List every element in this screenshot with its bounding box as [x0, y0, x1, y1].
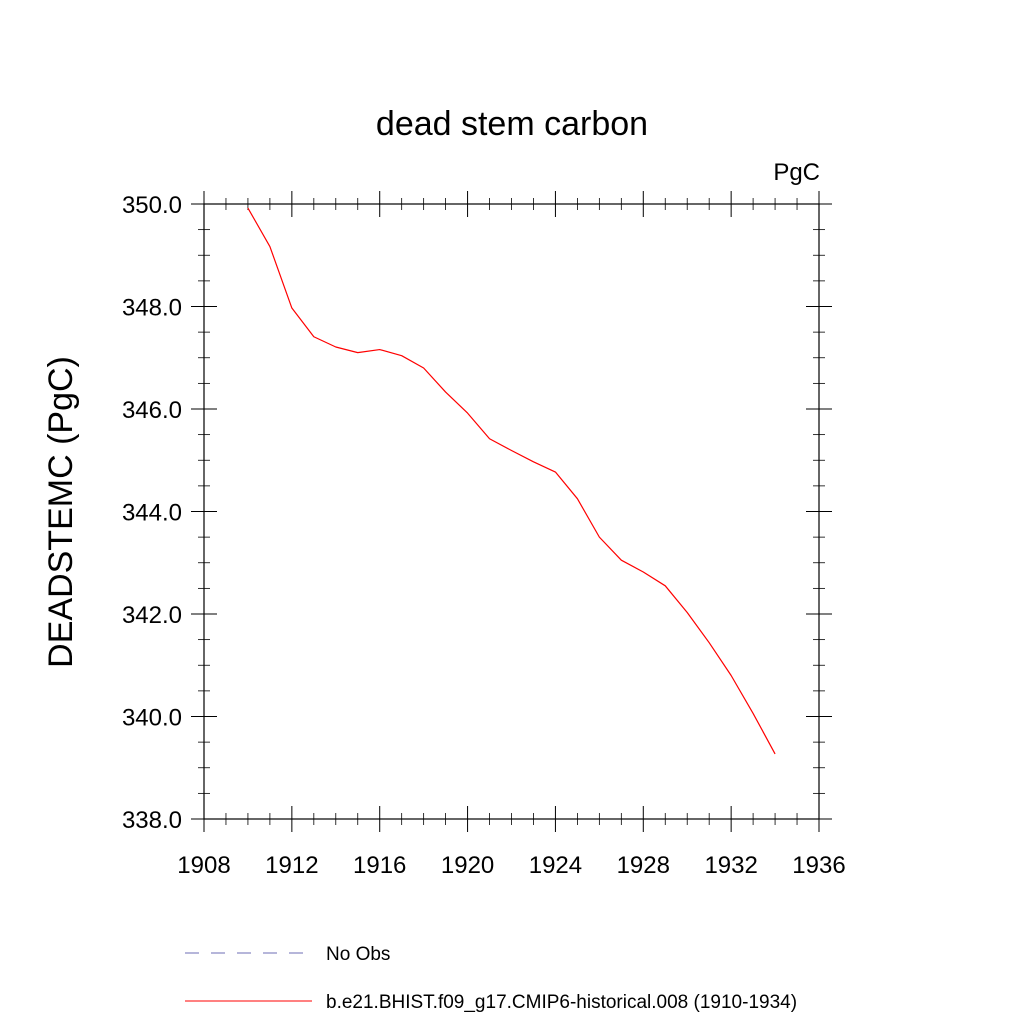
x-tick-label: 1924 — [529, 852, 582, 879]
x-tick-label: 1936 — [792, 852, 845, 879]
x-tick-label: 1916 — [353, 852, 406, 879]
y-tick-label: 342.0 — [122, 602, 182, 629]
x-tick-label: 1928 — [617, 852, 670, 879]
y-tick-label: 340.0 — [122, 705, 182, 732]
y-tick-label: 338.0 — [122, 807, 182, 834]
x-tick-label: 1920 — [441, 852, 494, 879]
axis-tick-labels: 1908 1912 1916 1920 1924 1928 1932 1936 338.0 340… — [122, 192, 846, 879]
y-tick-label: 346.0 — [122, 397, 182, 424]
y-tick-label: 350.0 — [122, 192, 182, 219]
x-tick-label: 1908 — [177, 852, 230, 879]
series-line — [247, 207, 776, 755]
series-layer — [247, 207, 776, 755]
chart-title: dead stem carbon — [376, 105, 648, 143]
legend-label-historical: b.e21.BHIST.f09_g17.CMIP6-historical.008… — [326, 992, 797, 1013]
axis-ticks — [191, 191, 832, 832]
units-label: PgC — [773, 159, 820, 186]
legend: No Obs b.e21.BHIST.f09_g17.CMIP6-histori… — [185, 944, 797, 1013]
legend-label-no-obs: No Obs — [326, 944, 390, 965]
x-tick-label: 1932 — [704, 852, 757, 879]
plot-frame — [203, 203, 820, 820]
y-tick-label: 344.0 — [122, 500, 182, 527]
y-tick-label: 348.0 — [122, 295, 182, 322]
y-axis-label: DEADSTEMC (PgC) — [42, 356, 80, 668]
x-tick-label: 1912 — [265, 852, 318, 879]
